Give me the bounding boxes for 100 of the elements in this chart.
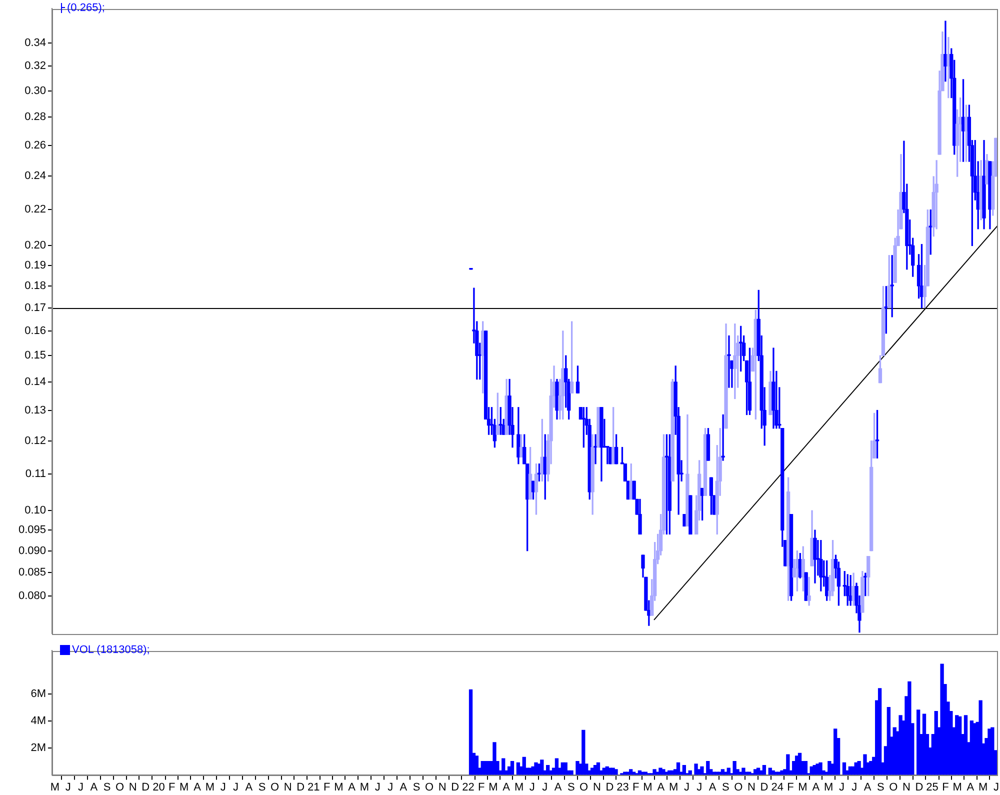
y-tick-label: 0.16 (24, 324, 46, 337)
y-tick-label: 0.10 (24, 504, 46, 517)
x-tick-label: J (838, 781, 844, 794)
y-tick-label: 0.090 (18, 544, 46, 557)
y-tick-label: 0.26 (24, 139, 46, 152)
x-tick-label: J (233, 781, 239, 794)
y-tick-label: 2M (30, 742, 46, 754)
x-tick-label: F (168, 781, 176, 794)
x-tick-label: N (438, 781, 446, 794)
x-tick-label: J (852, 781, 858, 794)
x-tick-label: J (684, 781, 690, 794)
x-tick-label: M (205, 781, 215, 794)
y-tick-label: 0.24 (24, 170, 46, 182)
x-tick-label: M (334, 781, 344, 794)
y-tick-label: 0.32 (24, 60, 46, 72)
x-tick-label: D (915, 781, 924, 794)
y-tick-label: 0.095 (18, 524, 46, 536)
y-tick-label: 0.18 (24, 280, 46, 292)
x-tick-label: M (514, 781, 524, 794)
y-tick-label: 0.30 (24, 84, 46, 97)
x-tick-label: F (632, 781, 640, 794)
y-tick-label: 0.34 (24, 37, 46, 49)
x-tick-label: M (488, 781, 498, 794)
y-tick-label: 0.22 (24, 203, 46, 216)
x-tick-label: J (78, 781, 84, 794)
x-tick-label: J (374, 781, 380, 794)
x-tick-label: A (708, 781, 717, 794)
x-tick-label: 23 (616, 781, 629, 794)
x-tick-label: J (529, 781, 535, 794)
x-tick-label: D (451, 781, 460, 794)
x-tick-label: N (748, 781, 756, 794)
x-tick-label: M (50, 781, 60, 794)
x-tick-label: A (400, 781, 408, 794)
x-tick-label: O (115, 781, 124, 794)
y-tick-label: 6M (30, 688, 46, 700)
x-tick-label: M (180, 781, 189, 794)
y-tick-label: 0.12 (24, 434, 46, 447)
x-tick-label: J (65, 781, 71, 794)
x-tick-label: A (194, 781, 202, 794)
x-tick-label: J (220, 781, 226, 794)
y-tick-label: 0.17 (24, 302, 46, 314)
x-tick-label: M (798, 781, 808, 794)
x-tick-label: 25 (926, 781, 938, 794)
x-tick-label: N (284, 781, 292, 794)
x-tick-label: M (978, 781, 988, 794)
x-tick-label: O (734, 781, 744, 794)
x-tick-label: J (542, 781, 548, 794)
x-tick-label: D (606, 781, 614, 794)
y-tick-label: 0.20 (24, 240, 46, 252)
x-tick-label: S (567, 781, 575, 794)
x-tick-label: J (993, 781, 999, 794)
y-tick-label: 0.080 (18, 590, 46, 602)
x-tick-label: D (296, 781, 305, 794)
y-tick-label: 0.14 (24, 376, 46, 388)
x-tick-label: A (554, 781, 562, 794)
x-tick-label: A (864, 781, 872, 794)
x-tick-label: A (245, 781, 254, 794)
x-tick-label: A (90, 781, 98, 794)
x-tick-label: N (592, 781, 601, 794)
x-tick-label: S (103, 781, 111, 794)
x-tick-label: S (412, 781, 420, 794)
annotation: VOL (1813058); (72, 643, 150, 657)
x-tick-label: D (142, 781, 150, 794)
y-tick-label: 0.28 (24, 111, 46, 124)
x-tick-label: A (812, 781, 820, 794)
x-tick-label: M (360, 781, 370, 794)
y-tick-label: 0.19 (24, 259, 46, 272)
x-tick-label: M (669, 781, 678, 794)
x-tick-label: N (902, 781, 911, 794)
x-tick-label: 24 (771, 781, 784, 794)
y-tick-label: 0.085 (18, 566, 46, 579)
x-tick-label: A (657, 781, 666, 794)
x-tick-label: 22 (462, 781, 474, 794)
x-tick-label: M (824, 781, 834, 794)
x-tick-label: O (889, 781, 898, 794)
y-tick-label: 0.13 (24, 404, 46, 416)
x-tick-label: F (942, 781, 950, 794)
x-tick-label: A (966, 781, 975, 794)
x-tick-label: O (270, 781, 280, 794)
x-tick-label: M (643, 781, 652, 794)
x-tick-label: M (952, 781, 962, 794)
x-tick-label: F (323, 781, 330, 794)
x-tick-label: 20 (152, 781, 165, 794)
x-tick-label: A (502, 781, 511, 794)
annotation: (0.265); (67, 1, 105, 15)
x-tick-label: F (478, 781, 485, 794)
y-tick-label: 0.11 (25, 468, 46, 480)
x-tick-label: D (760, 781, 768, 794)
x-tick-label: 21 (308, 781, 320, 794)
y-tick-label: 4M (30, 714, 46, 727)
x-tick-label: O (424, 781, 434, 794)
x-tick-label: F (787, 781, 794, 794)
x-tick-label: O (580, 781, 589, 794)
x-tick-label: S (258, 781, 266, 794)
x-tick-label: A (348, 781, 356, 794)
y-tick-label: 0.15 (24, 350, 46, 362)
x-tick-label: J (696, 781, 702, 794)
x-tick-label: J (388, 781, 394, 794)
x-tick-label: N (128, 781, 137, 794)
x-tick-label: S (722, 781, 730, 794)
